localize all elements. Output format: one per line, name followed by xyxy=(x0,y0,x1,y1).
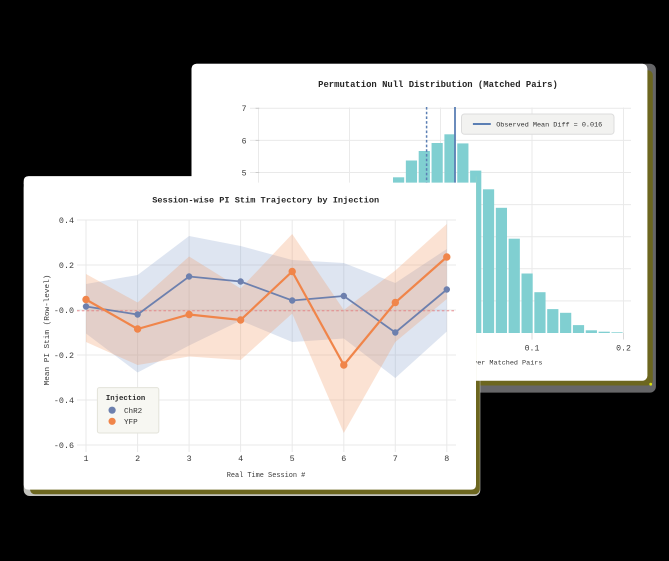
svg-text:ChR2: ChR2 xyxy=(124,408,143,416)
svg-text:-0.4: -0.4 xyxy=(54,396,74,406)
svg-text:-0.0: -0.0 xyxy=(54,306,74,316)
svg-text:2: 2 xyxy=(135,454,140,464)
svg-text:7: 7 xyxy=(242,105,247,114)
svg-text:0.1: 0.1 xyxy=(525,345,540,354)
svg-text:Observed Mean Diff = 0.016: Observed Mean Diff = 0.016 xyxy=(496,122,602,130)
svg-text:Real Time Session #: Real Time Session # xyxy=(227,472,306,480)
svg-text:YFP: YFP xyxy=(124,419,138,427)
svg-text:7: 7 xyxy=(393,454,398,464)
svg-text:1: 1 xyxy=(83,454,88,464)
svg-text:0.2: 0.2 xyxy=(616,345,631,354)
svg-text:-0.6: -0.6 xyxy=(54,441,74,451)
svg-text:0.2: 0.2 xyxy=(59,261,74,271)
svg-text:3: 3 xyxy=(187,454,192,464)
svg-text:-0.2: -0.2 xyxy=(54,351,74,361)
svg-text:6: 6 xyxy=(242,137,247,146)
svg-text:5: 5 xyxy=(242,169,247,178)
svg-text:6: 6 xyxy=(341,454,346,464)
svg-text:0.4: 0.4 xyxy=(59,216,74,226)
svg-text:Session-wise PI Stim Trajector: Session-wise PI Stim Trajectory by Injec… xyxy=(152,196,379,206)
svg-text:8: 8 xyxy=(444,454,449,464)
svg-text:4: 4 xyxy=(238,454,243,464)
svg-text:Permutation Null Distribution: Permutation Null Distribution (Matched P… xyxy=(318,80,558,90)
svg-text:Mean PI Stim (Row-level): Mean PI Stim (Row-level) xyxy=(44,275,52,386)
svg-text:Injection: Injection xyxy=(106,395,145,403)
svg-text:5: 5 xyxy=(290,454,295,464)
